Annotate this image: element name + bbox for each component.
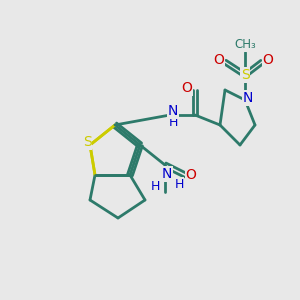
Text: H: H: [150, 181, 160, 194]
Text: S: S: [241, 68, 249, 82]
Text: CH₃: CH₃: [234, 38, 256, 50]
Text: H: H: [174, 178, 184, 190]
Text: N: N: [243, 91, 253, 105]
Text: O: O: [214, 53, 224, 67]
Text: O: O: [186, 168, 196, 182]
Text: N: N: [162, 167, 172, 181]
Text: N: N: [168, 104, 178, 118]
Text: O: O: [182, 81, 192, 95]
Text: S: S: [82, 135, 91, 149]
Text: O: O: [262, 53, 273, 67]
Text: H: H: [168, 116, 178, 130]
